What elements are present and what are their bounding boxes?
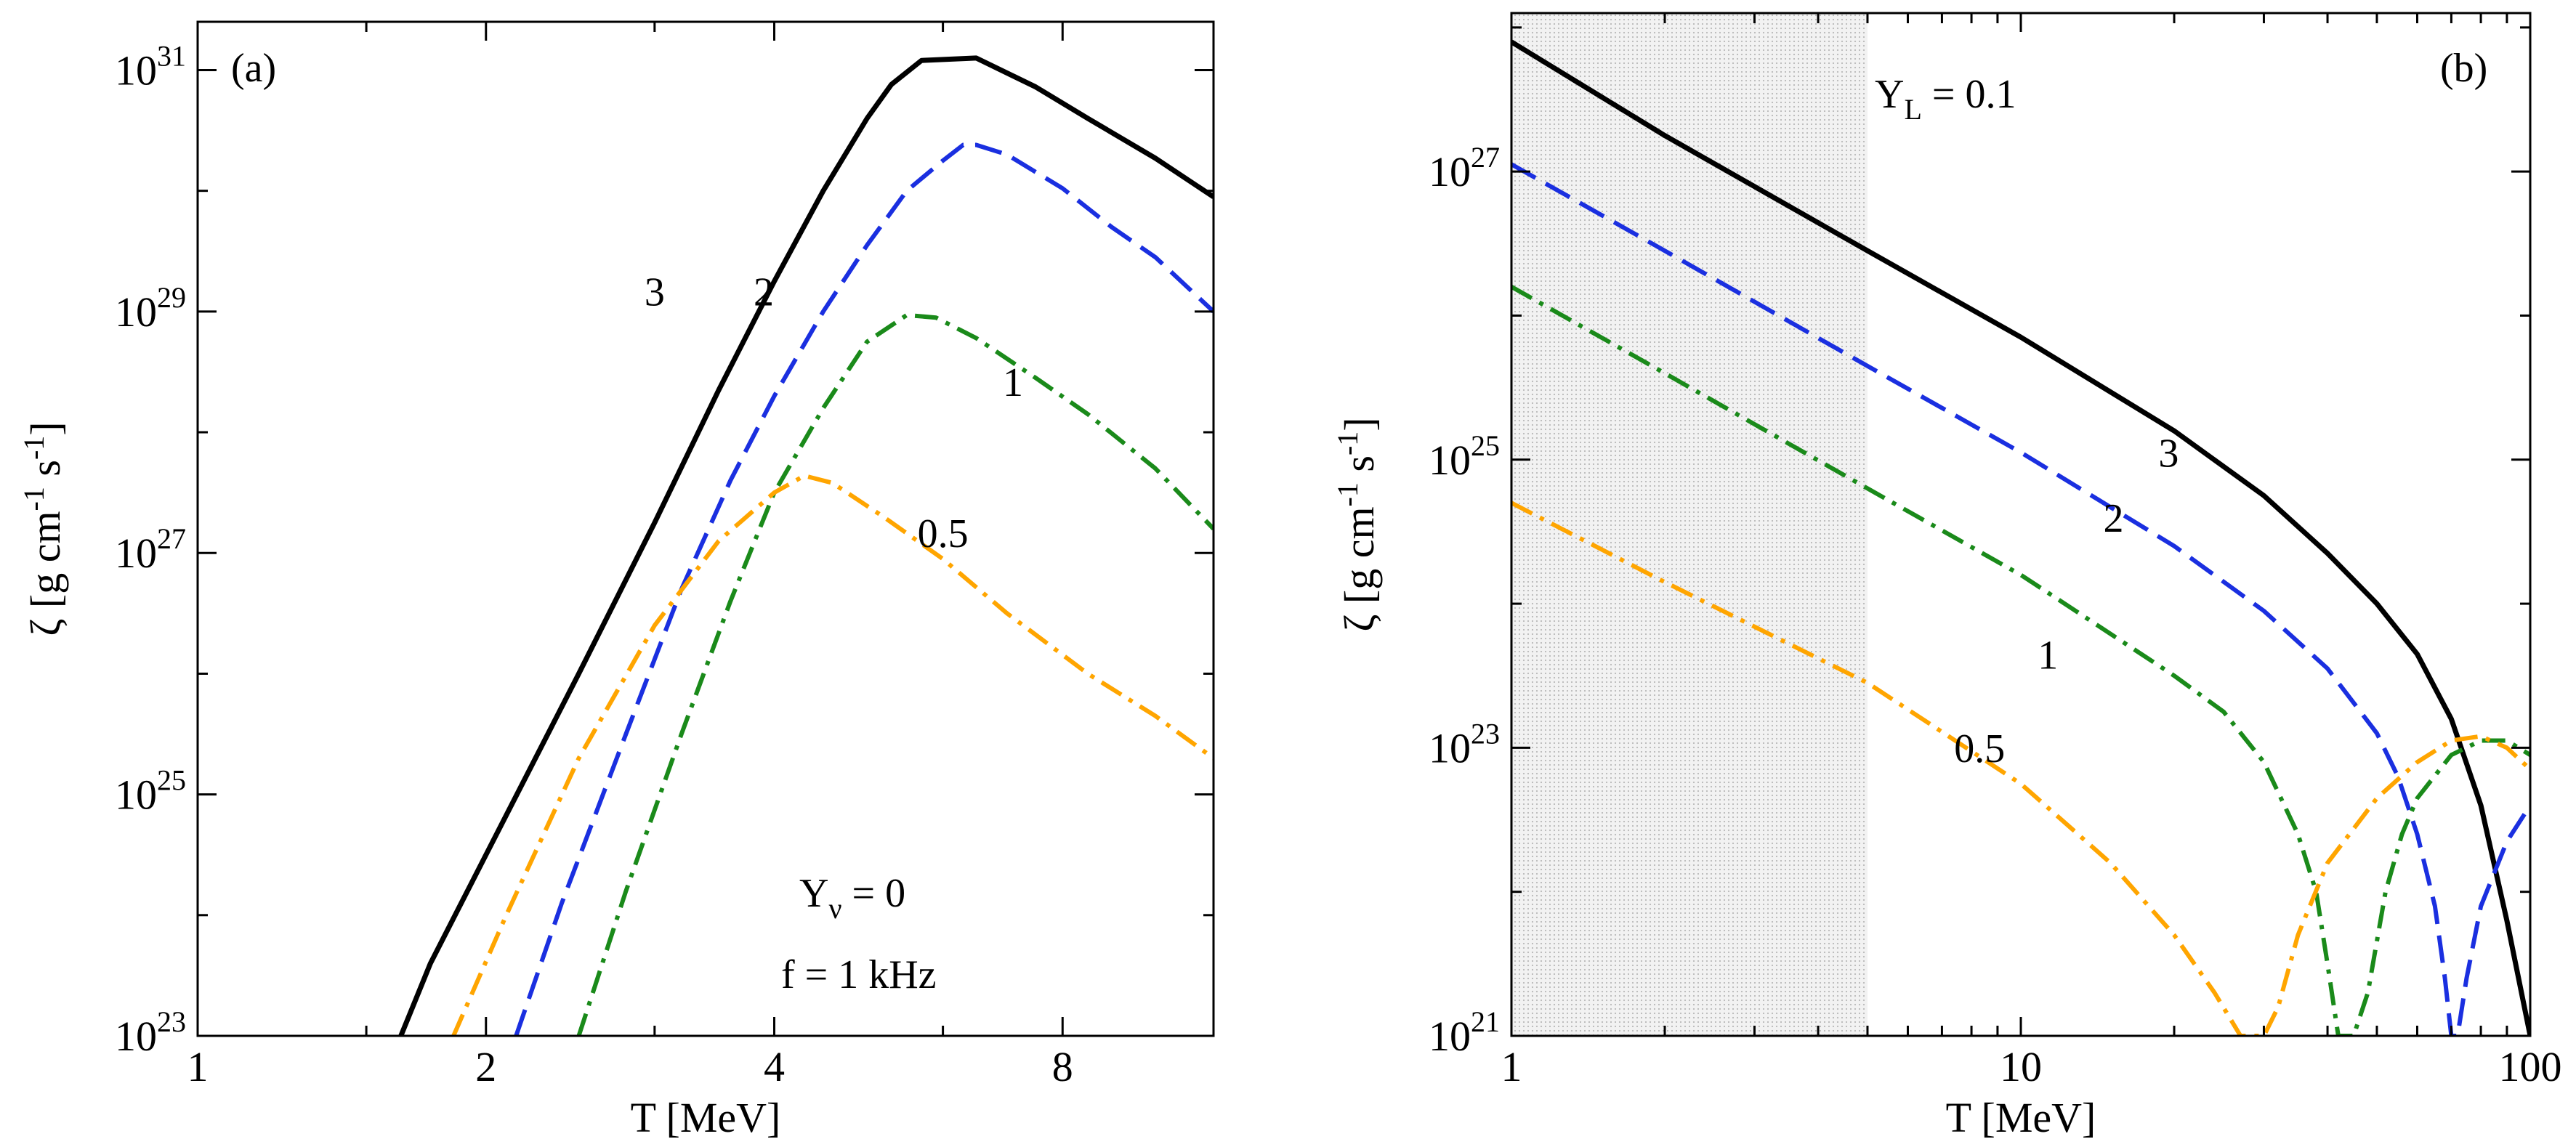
curve-label-2: 2 [754, 270, 774, 315]
series-line-0.5 [451, 473, 1214, 1036]
x-tick-label: 4 [764, 1043, 785, 1090]
y-tick-label: 1025 [1429, 429, 1500, 484]
annotation-text: = 0.1 [1922, 72, 2016, 117]
series-line-2 [514, 142, 1214, 1036]
y-tick-label: 1029 [115, 281, 186, 336]
y-tick-exponent: 25 [1471, 429, 1500, 462]
x-axis-label: T [MeV] [1946, 1094, 2096, 1141]
y-axis-label-part: ζ [g cm [1336, 506, 1383, 631]
series-line-3 [1511, 39, 2530, 1036]
y-tick-base: 10 [115, 771, 157, 819]
y-tick-base: 10 [1429, 724, 1471, 771]
y-tick-label: 1027 [115, 522, 186, 577]
y-tick-base: 10 [1429, 148, 1471, 195]
curve-label-3: 3 [2158, 431, 2179, 477]
curve-label-1: 1 [1003, 360, 1023, 405]
x-tick-label: 1 [187, 1043, 209, 1090]
y-axis-label-part: ] [1336, 417, 1383, 431]
curve-label-3: 3 [645, 270, 665, 315]
y-axis-label-part: s [22, 460, 69, 487]
x-axis-label: T [MeV] [631, 1094, 781, 1141]
y-tick-base: 10 [115, 530, 157, 577]
y-tick-base: 10 [1429, 437, 1471, 484]
y-tick-label: 1023 [115, 1005, 186, 1060]
x-tick-label: 1 [1501, 1043, 1522, 1090]
y-tick-exponent: 23 [1471, 717, 1500, 750]
y-tick-base: 10 [1429, 1013, 1471, 1060]
y-axis-label-sup: -1 [1331, 431, 1364, 455]
y-tick-base: 10 [115, 46, 157, 94]
y-tick-label: 1023 [1429, 717, 1500, 771]
annotation: f = 1 kHz [781, 952, 937, 997]
x-tick-label: 8 [1052, 1043, 1073, 1090]
curve-label-1: 1 [2038, 633, 2058, 678]
y-tick-base: 10 [115, 1013, 157, 1060]
curve-label-2: 2 [2103, 496, 2123, 541]
panel-label: (a) [231, 46, 276, 91]
annotation-text: Y [1875, 72, 1904, 117]
x-tick-label: 100 [2499, 1043, 2562, 1090]
y-tick-exponent: 31 [157, 39, 186, 72]
annotation-subscript: L [1904, 93, 1921, 126]
y-axis-label-sup: -1 [17, 436, 50, 460]
annotation-text: f = 1 kHz [781, 952, 937, 997]
y-axis-label-sup: -1 [1331, 482, 1364, 506]
y-axis-label-sup: -1 [17, 487, 50, 511]
annotation: Yν = 0 [799, 871, 905, 925]
x-tick-label: 10 [2000, 1043, 2042, 1090]
series-line-2 [1511, 162, 2530, 1036]
y-tick-exponent: 25 [157, 764, 186, 797]
shaded-region [1511, 13, 1868, 1036]
plot-frame [196, 20, 1215, 1037]
series-line-1 [576, 312, 1214, 1036]
y-axis-label-part: ] [22, 421, 69, 435]
y-tick-exponent: 23 [157, 1005, 186, 1038]
y-tick-label: 1031 [115, 39, 186, 94]
y-tick-exponent: 21 [1471, 1005, 1500, 1038]
annotation-text: Y [799, 871, 828, 916]
panel-label: (b) [2440, 46, 2487, 91]
y-tick-label: 1027 [1429, 141, 1500, 195]
series-line-3 [398, 55, 1214, 1036]
y-tick-base: 10 [115, 288, 157, 336]
curve-label-0.5: 0.5 [1954, 726, 2005, 771]
y-tick-label: 1025 [115, 764, 186, 819]
x-tick-label: 2 [475, 1043, 496, 1090]
y-tick-exponent: 27 [1471, 141, 1500, 174]
y-tick-label: 1021 [1429, 1005, 1500, 1060]
y-tick-exponent: 29 [157, 281, 186, 314]
y-tick-exponent: 27 [157, 522, 186, 555]
y-axis-label-part: ζ [g cm [22, 511, 69, 636]
annotation-subscript: ν [828, 892, 841, 925]
annotation-text: = 0 [842, 871, 906, 916]
y-axis-label: ζ [g cm-1 s-1] [1331, 417, 1383, 631]
y-axis-label: ζ [g cm-1 s-1] [17, 421, 69, 636]
y-axis-label-part: s [1336, 455, 1383, 482]
annotation: YL = 0.1 [1875, 72, 2016, 126]
series-line-1 [1511, 285, 2530, 1036]
curve-label-0.5: 0.5 [918, 511, 969, 556]
